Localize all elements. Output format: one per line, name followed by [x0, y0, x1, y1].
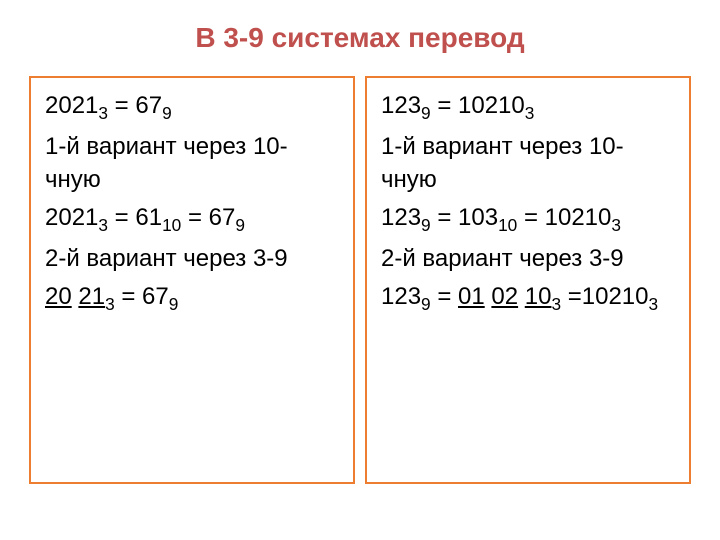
text: =	[431, 92, 458, 119]
subscript: 10	[498, 215, 517, 235]
left-box: 20213 = 679 1-й вариант через 10-чную 20…	[29, 76, 355, 484]
subscript: 9	[421, 215, 431, 235]
text: =	[517, 204, 544, 231]
right-line-1: 1239 = 102103	[381, 90, 675, 125]
text: 2021	[45, 204, 98, 231]
text: =	[108, 92, 135, 119]
text: =	[561, 283, 582, 310]
underlined-group: 10	[525, 283, 552, 310]
left-line-1: 20213 = 679	[45, 90, 339, 125]
text: =	[115, 283, 142, 310]
right-box: 1239 = 102103 1-й вариант через 10-чную …	[365, 76, 691, 484]
slide-title: В 3-9 системах перевод	[24, 22, 696, 54]
text: 67	[135, 92, 162, 119]
subscript: 9	[169, 294, 179, 314]
left-line-2: 1-й вариант через 10-чную	[45, 131, 339, 196]
slide: В 3-9 системах перевод 20213 = 679 1-й в…	[0, 0, 720, 540]
subscript: 3	[551, 294, 561, 314]
right-line-4: 2-й вариант через 3-9	[381, 243, 675, 275]
text: 2021	[45, 92, 98, 119]
text: =	[181, 204, 208, 231]
underlined-group: 01	[458, 283, 485, 310]
subscript: 3	[525, 103, 535, 123]
text: 123	[381, 92, 421, 119]
text: 10210	[582, 283, 649, 310]
text: 67	[142, 283, 169, 310]
text: 67	[209, 204, 236, 231]
subscript: 3	[649, 294, 659, 314]
subscript: 3	[611, 215, 621, 235]
text: 123	[381, 283, 421, 310]
subscript: 9	[421, 103, 431, 123]
underlined-group: 21	[78, 283, 105, 310]
text: 103	[458, 204, 498, 231]
text: =	[108, 204, 135, 231]
text: 10210	[545, 204, 612, 231]
subscript: 3	[98, 215, 108, 235]
subscript: 9	[162, 103, 172, 123]
text: =	[431, 283, 458, 310]
right-line-2: 1-й вариант через 10-чную	[381, 131, 675, 196]
right-line-5: 1239 = 01 02 103 =102103	[381, 281, 675, 316]
columns: 20213 = 679 1-й вариант через 10-чную 20…	[24, 76, 696, 484]
text: 61	[135, 204, 162, 231]
right-line-3: 1239 = 10310 = 102103	[381, 202, 675, 237]
underlined-group: 02	[491, 283, 518, 310]
text: 10210	[458, 92, 525, 119]
subscript: 10	[162, 215, 181, 235]
subscript: 3	[98, 103, 108, 123]
text: 123	[381, 204, 421, 231]
left-line-4: 2-й вариант через 3-9	[45, 243, 339, 275]
subscript: 9	[421, 294, 431, 314]
left-line-5: 20 213 = 679	[45, 281, 339, 316]
left-line-3: 20213 = 6110 = 679	[45, 202, 339, 237]
text	[518, 283, 525, 310]
text: =	[431, 204, 458, 231]
underlined-group: 20	[45, 283, 72, 310]
subscript: 9	[235, 215, 245, 235]
subscript: 3	[105, 294, 115, 314]
